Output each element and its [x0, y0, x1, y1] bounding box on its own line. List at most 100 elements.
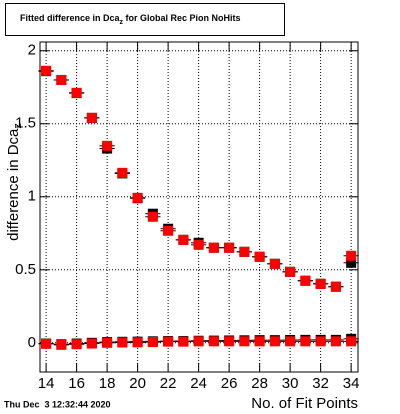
x-tick-label: 16: [68, 375, 85, 392]
x-tick-label: 24: [190, 375, 207, 392]
point: [236, 246, 252, 257]
point: [129, 337, 146, 348]
marker: [330, 336, 341, 347]
point: [190, 239, 207, 250]
point: [297, 336, 314, 347]
marker: [193, 239, 204, 250]
point: [68, 339, 85, 350]
point: [68, 87, 85, 98]
x-tick-label: 28: [251, 375, 268, 392]
point: [175, 234, 191, 245]
point: [53, 74, 69, 85]
x-tick-label: 32: [312, 375, 329, 392]
point: [267, 336, 283, 347]
point: [160, 225, 176, 236]
point: [99, 140, 115, 151]
title-rest: for Global Rec Pion NoHits: [123, 13, 241, 23]
point: [145, 337, 161, 348]
marker: [224, 242, 235, 253]
marker: [117, 337, 128, 348]
y-tick-label: 1: [28, 188, 36, 205]
point: [84, 112, 100, 123]
marker: [178, 336, 189, 347]
plot-frame: [39, 41, 359, 373]
title-box: [5, 3, 285, 36]
point: [38, 338, 54, 349]
marker: [330, 281, 341, 292]
title-sub: z: [120, 19, 124, 26]
marker: [208, 336, 219, 347]
point: [252, 336, 268, 347]
marker: [71, 339, 82, 350]
point: [190, 336, 207, 347]
point: [38, 65, 54, 76]
marker: [147, 211, 158, 222]
marker: [132, 337, 143, 348]
title-main: Fitted difference in Dca: [20, 13, 121, 23]
y-tick-label: 0.5: [15, 261, 36, 278]
point: [282, 336, 298, 347]
marker: [41, 338, 52, 349]
point: [84, 338, 100, 349]
marker: [315, 278, 326, 289]
point: [236, 336, 252, 347]
point: [328, 336, 344, 347]
point: [114, 337, 130, 348]
x-axis-title: No. of Fit Points: [251, 395, 358, 412]
point: [343, 257, 359, 268]
point: [175, 336, 191, 347]
marker: [86, 338, 97, 349]
point: [53, 339, 69, 350]
marker: [285, 336, 296, 347]
marker: [41, 65, 52, 76]
point: [282, 266, 298, 277]
x-tick-label: 20: [129, 375, 146, 392]
point: [145, 211, 161, 222]
marker: [300, 336, 311, 347]
marker: [254, 336, 265, 347]
marker: [147, 337, 158, 348]
marker: [178, 234, 189, 245]
marker: [315, 336, 326, 347]
marker: [300, 275, 311, 286]
point: [313, 278, 329, 289]
point: [129, 192, 146, 203]
marker: [71, 87, 82, 98]
marker: [56, 339, 67, 350]
point: [160, 336, 176, 347]
plot-area: 14 16 18 20 22 24 26 28 30 32 34 0 0.5 1 1.5 2: [15, 41, 360, 392]
point: [252, 251, 268, 262]
marker: [163, 225, 174, 236]
marker: [132, 192, 143, 203]
point: [221, 336, 237, 347]
y-title-sub: z: [12, 123, 24, 129]
marker: [102, 140, 113, 151]
marker: [224, 336, 235, 347]
marker: [346, 250, 357, 261]
chart-title: Fitted difference in Dcaz for Global Rec…: [20, 13, 241, 25]
x-tick-label: 14: [38, 375, 55, 392]
marker: [269, 336, 280, 347]
x-tick-label: 30: [282, 375, 299, 392]
y-tick-label: 2: [28, 42, 36, 59]
point: [114, 167, 130, 178]
marker: [269, 258, 280, 269]
point: [343, 336, 359, 347]
y-tick-label: 0: [28, 334, 36, 351]
timestamp: Thu Dec 3 12:32:44 2020: [4, 399, 111, 409]
point: [343, 250, 359, 261]
marker: [208, 242, 219, 253]
marker: [117, 167, 128, 178]
x-tick-label: 34: [343, 375, 360, 392]
point: [206, 242, 222, 253]
point: [99, 337, 115, 348]
marker: [86, 112, 97, 123]
y-title-main: difference in Dca: [5, 128, 22, 241]
marker: [102, 337, 113, 348]
y-axis-title: difference in Dcaz: [5, 123, 24, 241]
marker: [56, 74, 67, 85]
x-tick-label: 22: [160, 375, 177, 392]
